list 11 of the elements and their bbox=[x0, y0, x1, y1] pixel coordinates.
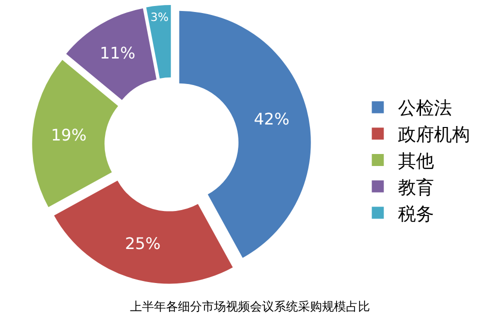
legend-label: 公检法 bbox=[398, 98, 452, 120]
data-label: 42% bbox=[254, 109, 290, 128]
legend-label: 政府机构 bbox=[398, 124, 470, 146]
data-label: 11% bbox=[100, 44, 136, 63]
data-label: 3% bbox=[150, 10, 169, 24]
data-label: 19% bbox=[50, 125, 87, 144]
data-label: 25% bbox=[124, 234, 161, 254]
legend-label: 其他 bbox=[398, 151, 434, 172]
text: 上半年各细分市场视频会议系统采购规模占比 bbox=[130, 299, 370, 314]
legend-label: 税务 bbox=[398, 204, 434, 225]
legend-label: 教育 bbox=[398, 177, 434, 198]
